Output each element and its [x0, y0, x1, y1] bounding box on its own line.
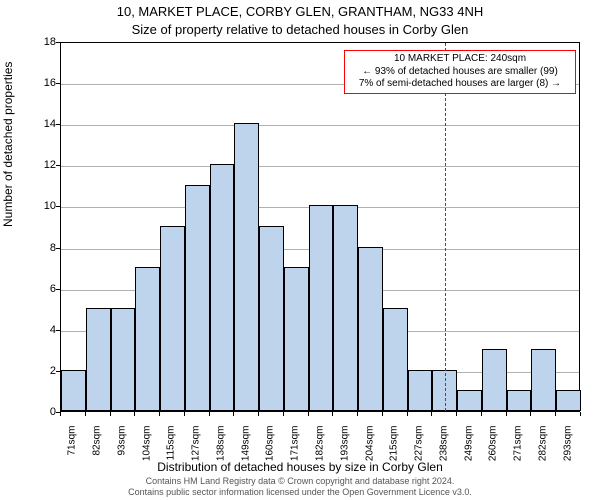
histogram-bar [284, 267, 309, 411]
x-tick-mark [308, 412, 309, 416]
y-tick-label: 2 [16, 365, 56, 377]
x-tick-mark [431, 412, 432, 416]
histogram-bar [309, 205, 334, 411]
annotation-line: 10 MARKET PLACE: 240sqm [349, 53, 571, 66]
footer-attribution: Contains HM Land Registry data © Crown c… [0, 476, 600, 498]
x-tick-mark [506, 412, 507, 416]
histogram-bar [111, 308, 136, 411]
y-tick-label: 14 [16, 118, 56, 130]
histogram-bar [210, 164, 235, 411]
y-tick-mark [56, 124, 60, 125]
y-tick-label: 4 [16, 324, 56, 336]
y-tick-mark [56, 289, 60, 290]
x-tick-mark [407, 412, 408, 416]
footer-line-1: Contains HM Land Registry data © Crown c… [0, 476, 600, 487]
histogram-bar [86, 308, 111, 411]
x-tick-mark [60, 412, 61, 416]
x-tick-mark [332, 412, 333, 416]
x-tick-label: 149sqm [240, 426, 251, 476]
histogram-bar [333, 205, 358, 411]
histogram-bar [185, 185, 210, 411]
annotation-box: 10 MARKET PLACE: 240sqm← 93% of detached… [344, 50, 576, 94]
x-tick-mark [580, 412, 581, 416]
y-tick-label: 8 [16, 242, 56, 254]
x-tick-mark [209, 412, 210, 416]
y-tick-label: 6 [16, 283, 56, 295]
x-tick-mark [382, 412, 383, 416]
y-axis-label: Number of detached properties [1, 62, 15, 227]
plot-area [60, 42, 580, 412]
y-tick-label: 0 [16, 406, 56, 418]
y-tick-mark [56, 83, 60, 84]
histogram-bar [61, 370, 86, 411]
footer-line-2: Contains public sector information licen… [0, 487, 600, 498]
y-tick-label: 18 [16, 36, 56, 48]
x-tick-label: 193sqm [339, 426, 350, 476]
x-tick-label: 171sqm [290, 426, 301, 476]
x-tick-label: 104sqm [141, 426, 152, 476]
x-tick-mark [110, 412, 111, 416]
annotation-line: ← 93% of detached houses are smaller (99… [349, 66, 571, 79]
x-tick-label: 282sqm [537, 426, 548, 476]
x-tick-label: 160sqm [265, 426, 276, 476]
x-tick-label: 115sqm [166, 426, 177, 476]
histogram-bar [383, 308, 408, 411]
x-tick-label: 82sqm [92, 426, 103, 476]
histogram-bar [259, 226, 284, 411]
y-tick-label: 10 [16, 200, 56, 212]
x-tick-label: 182sqm [315, 426, 326, 476]
annotation-line: 7% of semi-detached houses are larger (8… [349, 78, 571, 91]
x-tick-label: 138sqm [215, 426, 226, 476]
y-tick-label: 16 [16, 77, 56, 89]
x-tick-mark [481, 412, 482, 416]
x-tick-label: 215sqm [389, 426, 400, 476]
title-line-2: Size of property relative to detached ho… [0, 22, 600, 37]
y-tick-mark [56, 330, 60, 331]
histogram-bar [507, 390, 532, 411]
x-tick-label: 260sqm [488, 426, 499, 476]
gridline [61, 166, 579, 167]
x-tick-mark [184, 412, 185, 416]
title-line-1: 10, MARKET PLACE, CORBY GLEN, GRANTHAM, … [0, 4, 600, 19]
x-tick-mark [530, 412, 531, 416]
histogram-bar [135, 267, 160, 411]
x-tick-mark [134, 412, 135, 416]
x-tick-label: 127sqm [191, 426, 202, 476]
x-tick-mark [357, 412, 358, 416]
histogram-bar [358, 247, 383, 411]
y-tick-mark [56, 206, 60, 207]
y-tick-mark [56, 371, 60, 372]
x-tick-mark [233, 412, 234, 416]
histogram-bar [556, 390, 581, 411]
reference-line [445, 43, 446, 411]
histogram-bar [531, 349, 556, 411]
x-tick-label: 238sqm [438, 426, 449, 476]
y-tick-mark [56, 42, 60, 43]
y-tick-mark [56, 248, 60, 249]
x-tick-mark [555, 412, 556, 416]
x-tick-label: 227sqm [414, 426, 425, 476]
gridline [61, 125, 579, 126]
x-tick-label: 204sqm [364, 426, 375, 476]
histogram-bar [457, 390, 482, 411]
y-tick-label: 12 [16, 159, 56, 171]
histogram-bar [482, 349, 507, 411]
x-tick-mark [258, 412, 259, 416]
x-tick-label: 271sqm [513, 426, 524, 476]
histogram-bar [408, 370, 433, 411]
x-tick-label: 249sqm [463, 426, 474, 476]
x-tick-mark [159, 412, 160, 416]
x-tick-mark [456, 412, 457, 416]
histogram-bar [160, 226, 185, 411]
histogram-bar [234, 123, 259, 411]
x-tick-label: 293sqm [562, 426, 573, 476]
x-tick-mark [85, 412, 86, 416]
x-tick-mark [283, 412, 284, 416]
x-tick-label: 93sqm [116, 426, 127, 476]
x-tick-label: 71sqm [67, 426, 78, 476]
y-tick-mark [56, 165, 60, 166]
